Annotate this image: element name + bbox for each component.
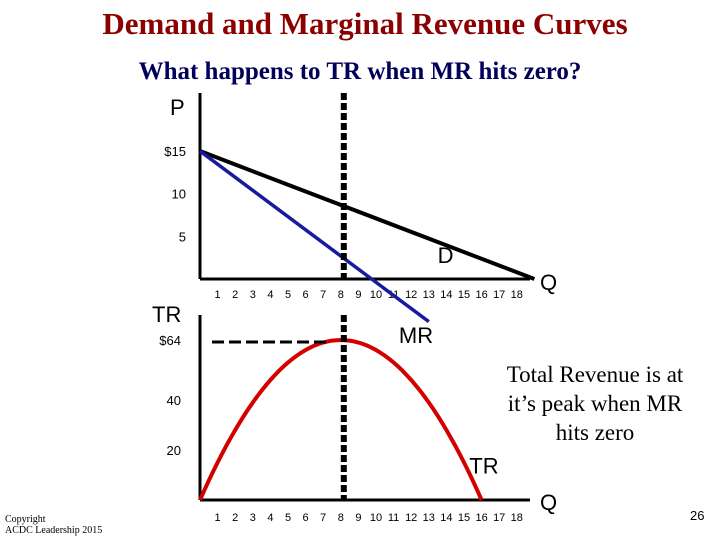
- x-tick-label: 17: [493, 512, 505, 524]
- x-tick-label: 17: [493, 289, 505, 301]
- x-tick-label: 7: [320, 289, 326, 301]
- x-tick-label: 10: [370, 289, 382, 301]
- mr-curve: [198, 149, 430, 324]
- x-tick-label: 6: [303, 512, 309, 524]
- x-tick-label: 15: [458, 512, 470, 524]
- y-tick-label: $15: [164, 144, 186, 159]
- slide-subtitle: What happens to TR when MR hits zero?: [138, 58, 582, 85]
- x-tick-label: 13: [423, 289, 435, 301]
- y-tick-label: 40: [167, 393, 181, 408]
- slide-number: 26: [690, 508, 705, 523]
- x-tick-label: 15: [458, 289, 470, 301]
- x-tick-label: 10: [370, 512, 382, 524]
- x-tick-label: 18: [511, 289, 523, 301]
- x-tick-label: 2: [232, 512, 238, 524]
- x-tick-label: 11: [388, 512, 399, 524]
- x-tick-label: 4: [267, 289, 273, 301]
- y-tick-label: 10: [172, 187, 186, 202]
- y-tick-label: 20: [167, 443, 181, 458]
- x-tick-label: 1: [215, 512, 221, 524]
- demand-curve: [199, 149, 536, 281]
- x-tick-label: 18: [511, 512, 523, 524]
- x-tick-label: 8: [338, 289, 344, 301]
- x-tick-label: 12: [405, 289, 417, 301]
- x-tick-label: 3: [250, 289, 256, 301]
- x-tick-label: 3: [250, 512, 256, 524]
- mr-label: MR: [399, 323, 433, 348]
- x-tick-label: 1: [215, 289, 221, 301]
- x-tick-label: 6: [303, 289, 309, 301]
- copyright-line-1: Copyright: [5, 514, 46, 525]
- y-tick-label: $64: [159, 333, 181, 348]
- x-tick-label: 5: [285, 512, 291, 524]
- explanation-note: Total Revenue is at it’s peak when MR hi…: [506, 362, 684, 445]
- x-tick-label: 9: [355, 289, 361, 301]
- x-tick-label: 9: [355, 512, 361, 524]
- demand-label: D: [438, 243, 454, 268]
- copyright-line-2: ACDC Leadership 2015: [5, 525, 103, 536]
- x-tick-label: 14: [440, 512, 452, 524]
- copyright-notice: Copyright ACDC Leadership 2015: [5, 514, 102, 536]
- x-tick-label: 14: [440, 289, 452, 301]
- tr-label: TR: [469, 453, 498, 478]
- x-tick-label: 8: [338, 512, 344, 524]
- x-axis-title-2: Q: [540, 490, 557, 515]
- x-tick-label: 16: [475, 512, 487, 524]
- x-tick-label: 12: [405, 512, 417, 524]
- x-tick-label: 7: [320, 512, 326, 524]
- x-tick-label: 4: [267, 512, 273, 524]
- y-axis-title-2: TR: [152, 302, 181, 327]
- x-axis-title-1: Q: [540, 270, 557, 295]
- x-tick-label: 16: [475, 289, 487, 301]
- x-tick-label: 2: [232, 289, 238, 301]
- x-tick-label: 13: [423, 512, 435, 524]
- y-axis-title-1: P: [170, 95, 185, 120]
- y-tick-label: 5: [179, 229, 186, 244]
- slide-title: Demand and Marginal Revenue Curves: [102, 6, 628, 41]
- x-tick-label: 5: [285, 289, 291, 301]
